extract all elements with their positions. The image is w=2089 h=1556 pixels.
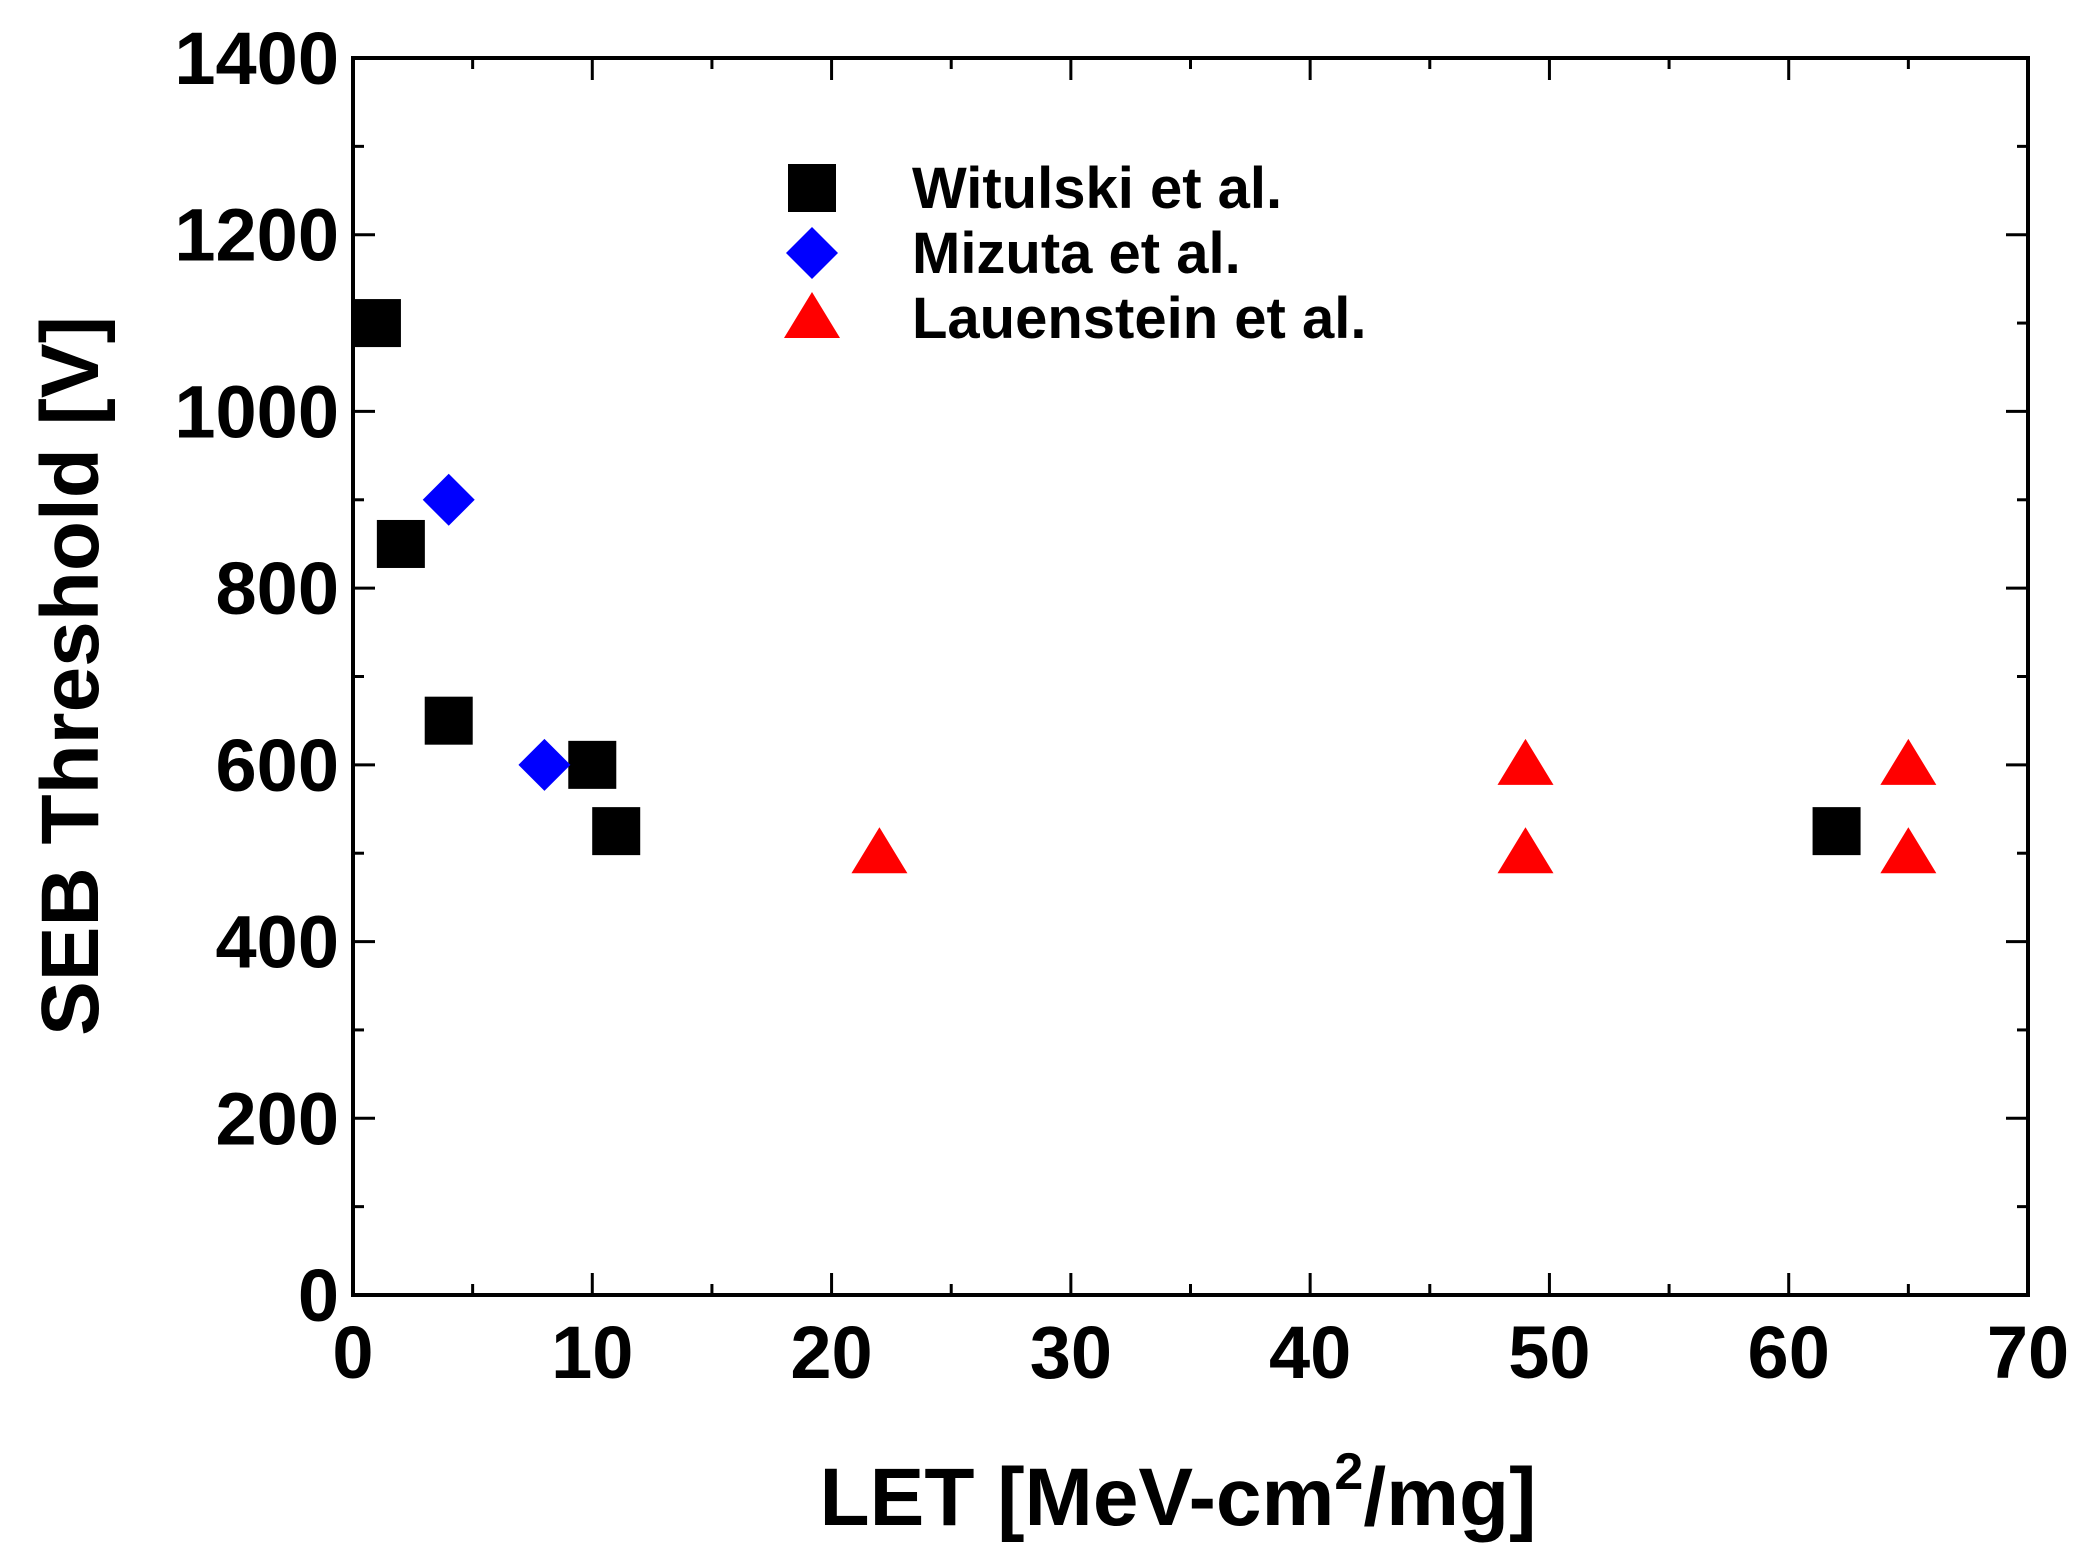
data-point-square bbox=[568, 740, 617, 789]
data-point-square bbox=[376, 519, 425, 568]
data-point-diamond bbox=[422, 473, 475, 526]
data-point-triangle bbox=[1497, 738, 1554, 785]
x-tick-label: 30 bbox=[1030, 1311, 1112, 1394]
y-tick-label: 0 bbox=[298, 1254, 339, 1337]
x-axis-title: LET [MeV-cm2/mg] bbox=[820, 1443, 1537, 1543]
y-tick-label: 200 bbox=[216, 1077, 339, 1160]
x-axis-title-tail: /mg] bbox=[1363, 1452, 1536, 1543]
y-tick-label: 400 bbox=[216, 901, 339, 984]
legend-marker-square bbox=[788, 164, 836, 212]
x-tick-label: 20 bbox=[790, 1311, 872, 1394]
y-tick-label: 1000 bbox=[174, 370, 339, 453]
legend: Witulski et al.Mizuta et al.Lauenstein e… bbox=[784, 156, 1366, 351]
legend-label: Lauenstein et al. bbox=[912, 286, 1366, 351]
x-tick-label: 60 bbox=[1748, 1311, 1830, 1394]
data-point-square bbox=[1812, 807, 1861, 856]
data-point-diamond bbox=[518, 738, 571, 791]
x-tick-label: 70 bbox=[1987, 1311, 2069, 1394]
y-tick-label: 1200 bbox=[174, 194, 339, 277]
data-point-square bbox=[352, 299, 401, 348]
y-axis-title: SEB Threshold [V] bbox=[25, 316, 116, 1036]
y-tick-label: 1400 bbox=[174, 17, 339, 100]
y-tick-label: 800 bbox=[216, 547, 339, 630]
x-tick-label: 50 bbox=[1508, 1311, 1590, 1394]
x-tick-label: 40 bbox=[1269, 1311, 1351, 1394]
legend-label: Witulski et al. bbox=[912, 156, 1282, 221]
data-point-square bbox=[424, 696, 473, 745]
y-tick-labels: 0 200 400 600 800 1000 1200 1400 bbox=[174, 17, 339, 1337]
data-point-triangle bbox=[851, 827, 908, 874]
x-axis-title-superscript: 2 bbox=[1334, 1443, 1363, 1501]
x-tick-label: 10 bbox=[551, 1311, 633, 1394]
data-point-triangle bbox=[1880, 827, 1937, 874]
data-point-triangle bbox=[1497, 827, 1554, 874]
axis-ticks bbox=[351, 56, 2030, 1297]
data-points bbox=[352, 299, 1937, 874]
y-tick-label: 600 bbox=[216, 724, 339, 807]
data-point-square bbox=[592, 807, 641, 856]
x-tick-label: 0 bbox=[332, 1311, 373, 1394]
data-point-triangle bbox=[1880, 738, 1937, 785]
legend-marker-diamond bbox=[786, 227, 838, 279]
x-tick-labels: 0 10 20 30 40 50 60 70 bbox=[332, 1311, 2069, 1394]
legend-marker-triangle bbox=[784, 292, 840, 338]
x-axis-title-main: LET [MeV-cm bbox=[820, 1452, 1335, 1543]
legend-label: Mizuta et al. bbox=[912, 221, 1241, 286]
